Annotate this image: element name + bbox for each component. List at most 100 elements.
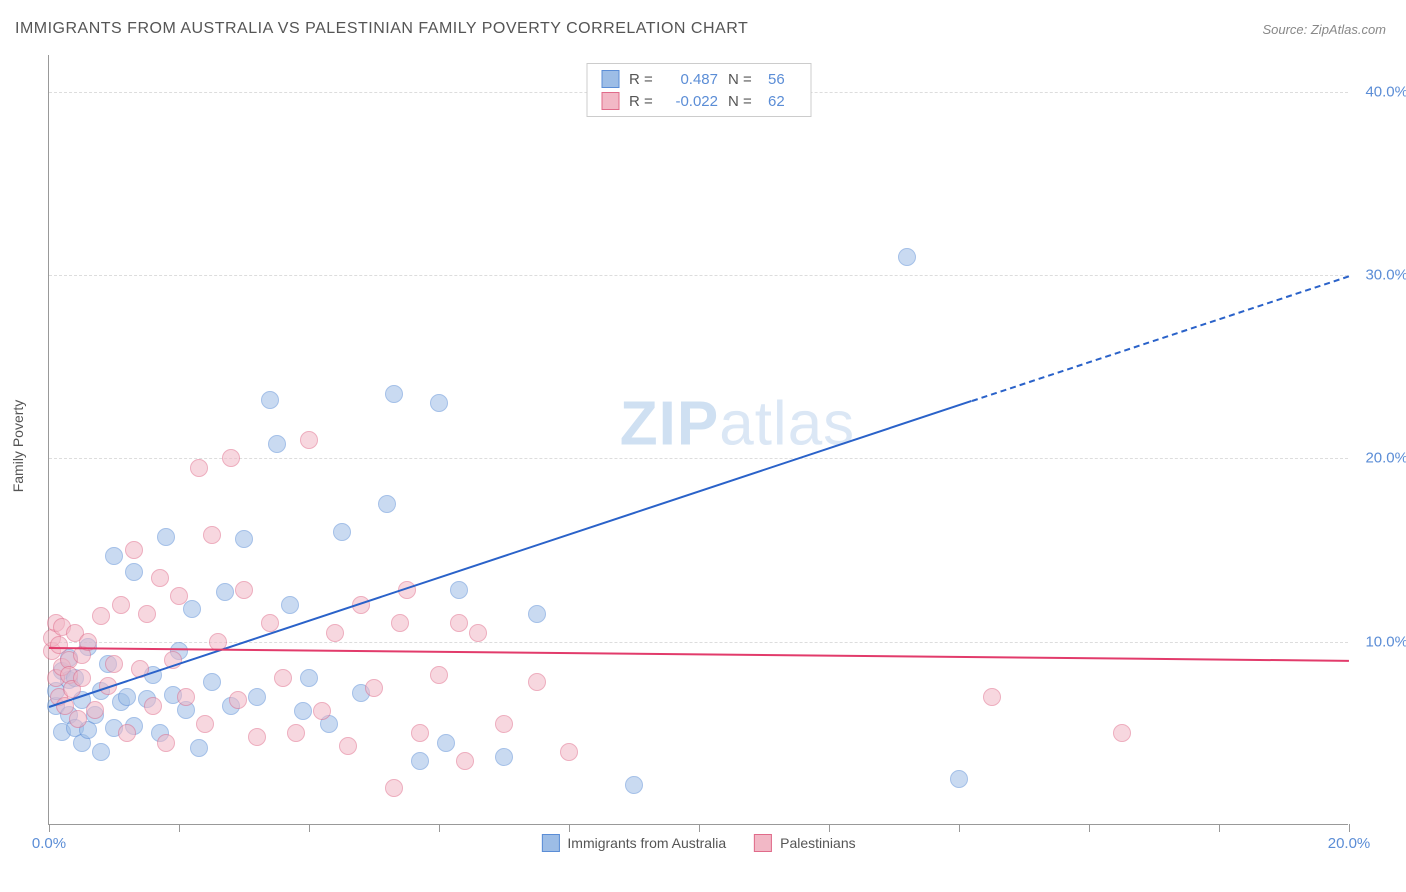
scatter-point-series-1 [450, 581, 468, 599]
scatter-point-series-2 [430, 666, 448, 684]
y-axis-label: Family Poverty [10, 400, 26, 493]
scatter-point-series-2 [138, 605, 156, 623]
swatch-series-1 [541, 834, 559, 852]
legend-label-series-2: Palestinians [780, 835, 856, 851]
x-tick [1349, 824, 1350, 832]
x-tick [309, 824, 310, 832]
scatter-point-series-1 [300, 669, 318, 687]
r-label: R = [629, 93, 653, 110]
scatter-point-series-2 [157, 734, 175, 752]
correlation-legend: R = 0.487 N = 56 R = -0.022 N = 62 [586, 63, 811, 117]
trend-line-series-1 [49, 400, 973, 708]
scatter-point-series-2 [326, 624, 344, 642]
scatter-plot-area: ZIPatlas R = 0.487 N = 56 R = -0.022 N =… [48, 55, 1348, 825]
x-tick [569, 824, 570, 832]
scatter-point-series-2 [300, 431, 318, 449]
x-tick [49, 824, 50, 832]
y-tick-label: 30.0% [1353, 267, 1406, 284]
scatter-point-series-2 [105, 655, 123, 673]
swatch-series-2 [754, 834, 772, 852]
gridline-horizontal [49, 275, 1348, 276]
scatter-point-series-1 [248, 688, 266, 706]
trend-line-series-2 [49, 647, 1349, 662]
scatter-point-series-2 [125, 541, 143, 559]
scatter-point-series-2 [170, 587, 188, 605]
scatter-point-series-1 [183, 600, 201, 618]
legend-item-series-1: Immigrants from Australia [541, 834, 726, 852]
scatter-point-series-1 [268, 435, 286, 453]
scatter-point-series-1 [430, 394, 448, 412]
scatter-point-series-2 [92, 607, 110, 625]
scatter-point-series-2 [1113, 724, 1131, 742]
y-tick-label: 20.0% [1353, 450, 1406, 467]
scatter-point-series-2 [203, 526, 221, 544]
scatter-point-series-2 [983, 688, 1001, 706]
chart-title: IMMIGRANTS FROM AUSTRALIA VS PALESTINIAN… [15, 20, 748, 38]
scatter-point-series-2 [365, 679, 383, 697]
scatter-point-series-2 [112, 596, 130, 614]
scatter-point-series-2 [248, 728, 266, 746]
scatter-point-series-2 [469, 624, 487, 642]
legend-row-series-1: R = 0.487 N = 56 [601, 68, 796, 90]
x-tick [179, 824, 180, 832]
x-tick [829, 824, 830, 832]
scatter-point-series-2 [339, 737, 357, 755]
scatter-point-series-1 [157, 528, 175, 546]
scatter-point-series-2 [450, 614, 468, 632]
n-label: N = [728, 71, 758, 88]
scatter-point-series-1 [118, 688, 136, 706]
scatter-point-series-2 [391, 614, 409, 632]
r-label: R = [629, 71, 653, 88]
scatter-point-series-1 [203, 673, 221, 691]
scatter-point-series-2 [456, 752, 474, 770]
gridline-horizontal [49, 458, 1348, 459]
scatter-point-series-1 [437, 734, 455, 752]
scatter-point-series-1 [294, 702, 312, 720]
legend-row-series-2: R = -0.022 N = 62 [601, 90, 796, 112]
scatter-point-series-2 [190, 459, 208, 477]
scatter-point-series-1 [92, 743, 110, 761]
swatch-series-2 [601, 92, 619, 110]
scatter-point-series-1 [378, 495, 396, 513]
scatter-point-series-2 [86, 701, 104, 719]
x-tick [1219, 824, 1220, 832]
scatter-point-series-2 [73, 669, 91, 687]
x-tick [1089, 824, 1090, 832]
scatter-point-series-2 [229, 691, 247, 709]
x-tick [699, 824, 700, 832]
scatter-point-series-2 [313, 702, 331, 720]
scatter-point-series-2 [144, 697, 162, 715]
scatter-point-series-2 [385, 779, 403, 797]
scatter-point-series-1 [216, 583, 234, 601]
scatter-point-series-2 [287, 724, 305, 742]
scatter-point-series-1 [625, 776, 643, 794]
n-value-series-2: 62 [768, 93, 796, 110]
scatter-point-series-2 [235, 581, 253, 599]
scatter-point-series-1 [385, 385, 403, 403]
swatch-series-1 [601, 70, 619, 88]
legend-label-series-1: Immigrants from Australia [567, 835, 726, 851]
scatter-point-series-1 [950, 770, 968, 788]
scatter-point-series-1 [411, 752, 429, 770]
scatter-point-series-1 [261, 391, 279, 409]
r-value-series-2: -0.022 [663, 93, 718, 110]
scatter-point-series-1 [333, 523, 351, 541]
scatter-point-series-2 [177, 688, 195, 706]
scatter-point-series-1 [281, 596, 299, 614]
scatter-point-series-2 [222, 449, 240, 467]
scatter-point-series-2 [528, 673, 546, 691]
source-attribution: Source: ZipAtlas.com [1262, 22, 1386, 37]
scatter-point-series-1 [125, 563, 143, 581]
scatter-point-series-1 [190, 739, 208, 757]
scatter-point-series-1 [528, 605, 546, 623]
x-tick-label: 0.0% [32, 835, 66, 852]
n-value-series-1: 56 [768, 71, 796, 88]
r-value-series-1: 0.487 [663, 71, 718, 88]
y-tick-label: 40.0% [1353, 83, 1406, 100]
series-legend: Immigrants from Australia Palestinians [541, 834, 855, 852]
scatter-point-series-1 [898, 248, 916, 266]
scatter-point-series-2 [151, 569, 169, 587]
x-tick-label: 20.0% [1328, 835, 1371, 852]
scatter-point-series-2 [69, 710, 87, 728]
trend-line-series-1-extrapolated [972, 275, 1350, 402]
